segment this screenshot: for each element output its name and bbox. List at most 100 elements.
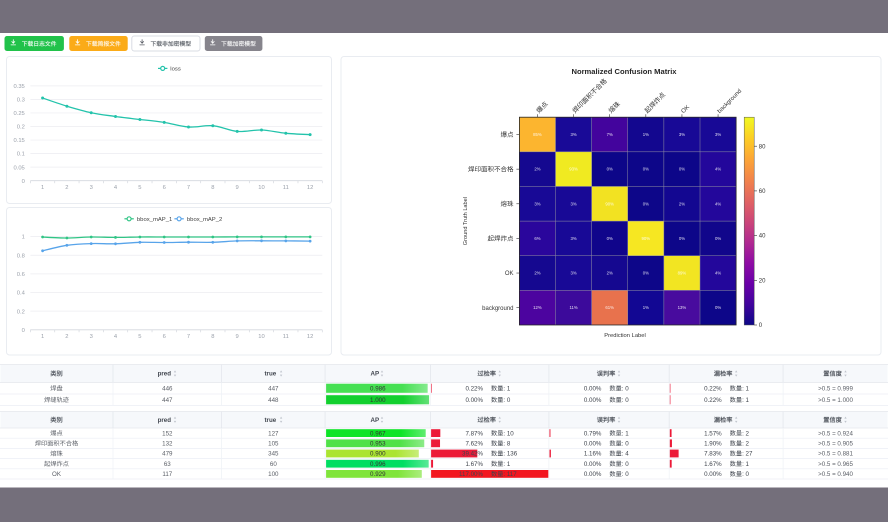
svg-text:true: true	[264, 371, 276, 378]
svg-text:0.22%: 0.22%	[704, 385, 722, 392]
svg-text:4%: 4%	[715, 271, 721, 276]
svg-text:0%: 0%	[643, 201, 649, 206]
svg-text:12: 12	[307, 185, 313, 191]
svg-text:pred: pred	[158, 417, 172, 424]
svg-text:7.62%: 7.62%	[465, 441, 483, 448]
svg-text:1.67%: 1.67%	[465, 461, 483, 468]
svg-text:93%: 93%	[569, 167, 578, 172]
svg-text:0.2: 0.2	[17, 125, 25, 131]
svg-text:>0.5 = 1.000: >0.5 = 1.000	[818, 397, 853, 404]
svg-text:61%: 61%	[605, 305, 614, 310]
svg-text:3: 3	[90, 185, 93, 191]
svg-text:0: 0	[22, 328, 25, 334]
svg-text:7%: 7%	[607, 132, 613, 137]
svg-text:0.25: 0.25	[14, 111, 25, 117]
svg-text:: 136: : 136	[503, 451, 517, 458]
svg-text:1: 1	[41, 334, 44, 340]
svg-text:1.57%: 1.57%	[704, 430, 722, 437]
svg-text:2%: 2%	[534, 167, 540, 172]
svg-text:OK: OK	[52, 471, 62, 478]
svg-text:90%: 90%	[642, 236, 651, 241]
svg-text:: 1: : 1	[742, 397, 749, 404]
svg-text:0%: 0%	[679, 236, 685, 241]
svg-text:3%: 3%	[570, 236, 576, 241]
svg-text:0.05: 0.05	[14, 165, 25, 171]
svg-text:: 0: : 0	[742, 471, 749, 478]
svg-text:0%: 0%	[643, 167, 649, 172]
svg-text:0.00%: 0.00%	[584, 397, 602, 404]
svg-text:127: 127	[268, 430, 279, 437]
svg-text:0.8: 0.8	[17, 253, 25, 259]
svg-text:8: 8	[211, 185, 214, 191]
svg-text:3%: 3%	[570, 271, 576, 276]
svg-text:1%: 1%	[643, 305, 649, 310]
svg-text:0.00%: 0.00%	[465, 397, 483, 404]
svg-text:: 0: : 0	[622, 461, 629, 468]
svg-text:11: 11	[283, 334, 289, 340]
svg-text:0.3: 0.3	[17, 98, 25, 104]
svg-text:: 27: : 27	[742, 451, 753, 458]
svg-text:: 117: : 117	[503, 471, 517, 478]
svg-text:7: 7	[187, 185, 190, 191]
svg-text:0.2: 0.2	[17, 309, 25, 315]
svg-text:345: 345	[268, 451, 279, 458]
svg-text:0.79%: 0.79%	[584, 430, 602, 437]
svg-text:63: 63	[164, 461, 171, 468]
svg-text:0%: 0%	[679, 167, 685, 172]
svg-text:: 1: : 1	[503, 385, 510, 392]
svg-text:11%: 11%	[569, 305, 577, 310]
svg-text:>0.5 = 0.924: >0.5 = 0.924	[818, 430, 853, 437]
svg-text:0.953: 0.953	[370, 441, 386, 448]
svg-text:0%: 0%	[607, 236, 613, 241]
svg-text:0.929: 0.929	[370, 471, 386, 478]
svg-text:9: 9	[236, 185, 239, 191]
svg-text:2: 2	[65, 185, 68, 191]
svg-text:0.00%: 0.00%	[584, 461, 602, 468]
svg-text:0.6: 0.6	[17, 272, 25, 278]
svg-text:60: 60	[759, 189, 766, 195]
svg-text:: 1: : 1	[622, 430, 629, 437]
svg-text:10: 10	[258, 185, 264, 191]
svg-text:bbox_mAP_1: bbox_mAP_1	[137, 217, 172, 223]
svg-text:3%: 3%	[715, 132, 721, 137]
svg-text:0.35: 0.35	[14, 84, 25, 90]
svg-text:>0.5 = 0.905: >0.5 = 0.905	[818, 441, 853, 448]
svg-text:0.996: 0.996	[370, 461, 386, 468]
svg-text:0.986: 0.986	[370, 385, 386, 392]
svg-text:7.83%: 7.83%	[704, 451, 722, 458]
svg-text:0%: 0%	[715, 305, 721, 310]
svg-text:6: 6	[163, 334, 166, 340]
svg-text:3%: 3%	[679, 132, 685, 137]
svg-text:0.900: 0.900	[370, 451, 386, 458]
svg-text:0%: 0%	[643, 271, 649, 276]
svg-text:3%: 3%	[570, 132, 576, 137]
svg-text:bbox_mAP_2: bbox_mAP_2	[187, 217, 222, 223]
svg-text:1.16%: 1.16%	[584, 451, 602, 458]
svg-text:: 10: : 10	[503, 430, 514, 437]
svg-text:loss: loss	[170, 67, 181, 73]
svg-text:2%: 2%	[534, 271, 540, 276]
svg-text:2: 2	[65, 334, 68, 340]
svg-text:448: 448	[268, 397, 279, 404]
svg-text:5: 5	[138, 334, 141, 340]
svg-text:11: 11	[283, 185, 289, 191]
svg-text:0.22%: 0.22%	[465, 385, 483, 392]
svg-text:OK: OK	[505, 271, 514, 277]
svg-text:: 0: : 0	[622, 441, 629, 448]
svg-text:7.87%: 7.87%	[465, 430, 483, 437]
svg-text:100: 100	[268, 471, 279, 478]
svg-text:3%: 3%	[534, 201, 540, 206]
svg-text:Normalized Confusion Matrix: Normalized Confusion Matrix	[571, 67, 677, 76]
svg-text:20: 20	[759, 278, 766, 284]
svg-text:132: 132	[162, 441, 173, 448]
svg-text:true: true	[264, 417, 276, 424]
svg-text:AP: AP	[370, 417, 379, 424]
svg-text:4: 4	[114, 185, 118, 191]
svg-text:9: 9	[236, 334, 239, 340]
svg-text:0.00%: 0.00%	[704, 471, 722, 478]
svg-text:: 1: : 1	[742, 461, 749, 468]
svg-text:: 1: : 1	[742, 385, 749, 392]
svg-text:0.00%: 0.00%	[584, 385, 602, 392]
svg-text:10: 10	[258, 334, 264, 340]
svg-text:89%: 89%	[678, 271, 687, 276]
